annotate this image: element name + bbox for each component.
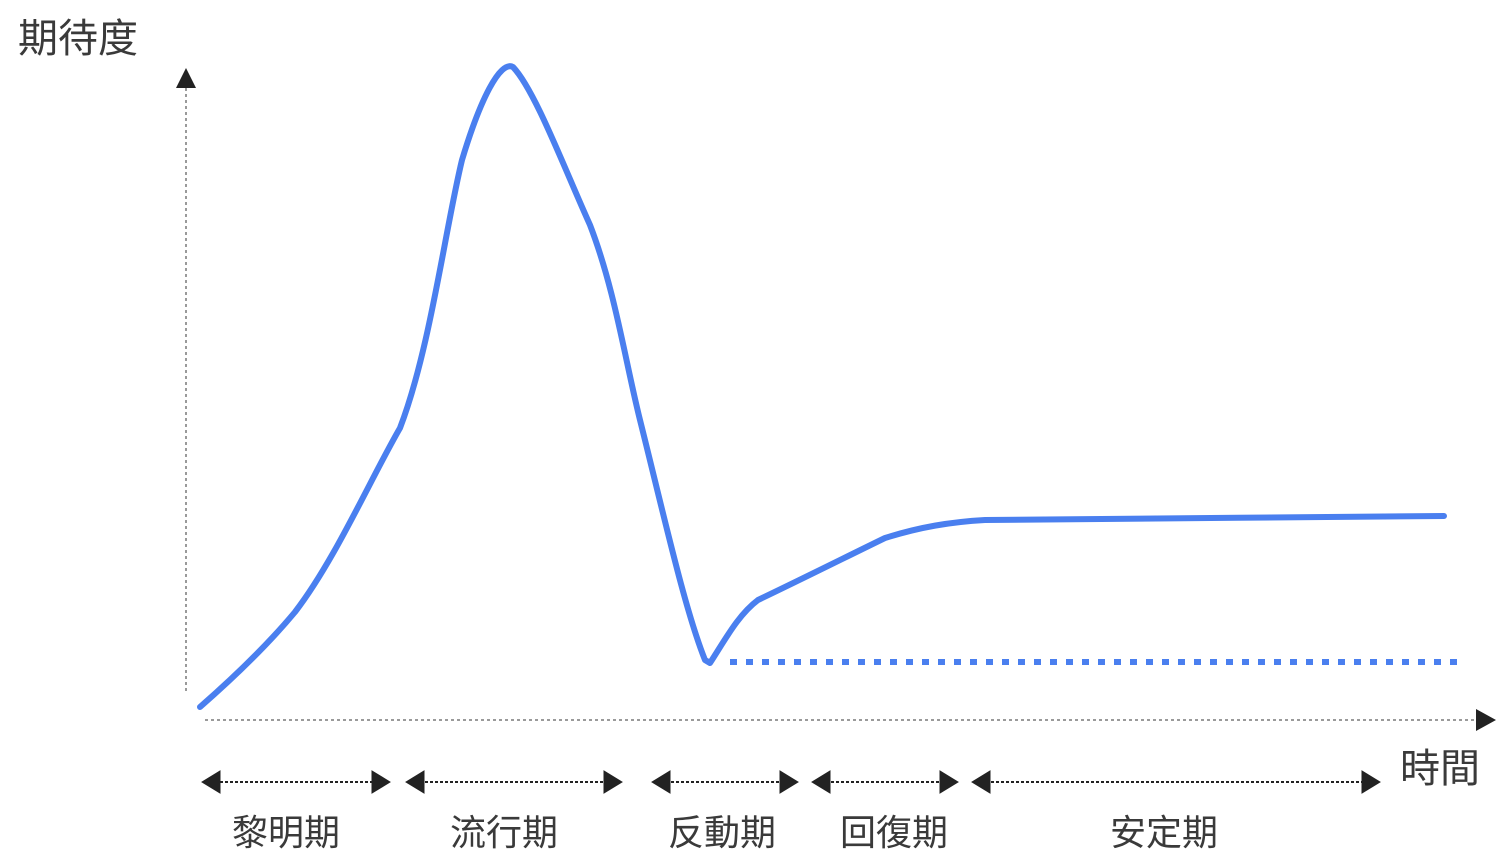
phase-arrow-dawn (201, 770, 391, 794)
phase-label-recovery: 回復期 (840, 813, 948, 854)
phase-arrow-stable (971, 770, 1381, 794)
expectation-curve (197, 63, 1447, 710)
phase-label-stable: 安定期 (1110, 813, 1218, 854)
phase-label-backlash: 反動期 (668, 813, 776, 854)
phase-arrow-backlash (651, 770, 799, 794)
x-axis-arrowhead (1476, 709, 1496, 731)
phase-label-dawn: 黎明期 (232, 813, 340, 854)
x-axis-title: 時間 (1400, 746, 1480, 792)
y-axis-arrowhead (176, 68, 196, 88)
phase-arrow-recovery (811, 770, 959, 794)
phase-arrow-boom (405, 770, 623, 794)
phase-label-boom: 流行期 (450, 813, 558, 854)
y-axis-title: 期待度 (18, 16, 138, 62)
phase-arrows (201, 770, 1381, 794)
